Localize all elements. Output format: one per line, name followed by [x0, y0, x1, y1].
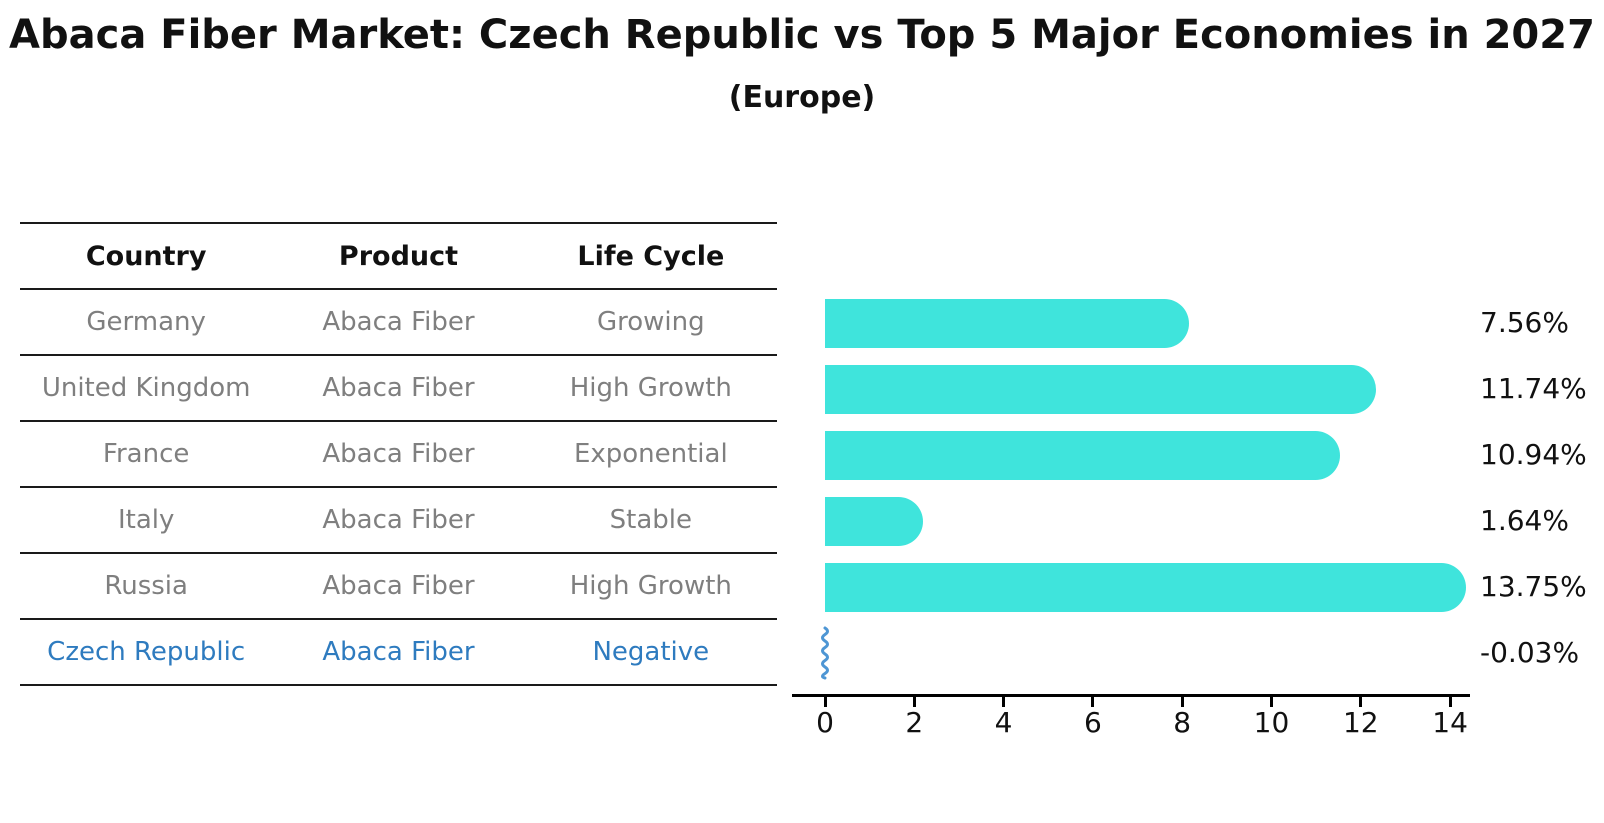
cell-product: Abaca Fiber [322, 439, 475, 469]
bar-italy [825, 496, 924, 546]
cell-lifecycle: Exponential [573, 439, 728, 469]
cell-lifecycle: High Growth [569, 571, 732, 601]
cell-lifecycle: Negative [592, 637, 710, 667]
cell-product: Abaca Fiber [322, 571, 475, 601]
cell-lifecycle: Growing [596, 307, 705, 337]
cell-country: Russia [104, 571, 188, 601]
value-label: 1.64% [1480, 504, 1569, 537]
cell-country: Germany [86, 307, 206, 337]
x-tick-label: 4 [994, 706, 1013, 739]
cell-lifecycle: High Growth [569, 373, 732, 403]
x-axis-line [792, 694, 1470, 697]
bar-row: 10.94% [825, 422, 1604, 488]
x-tick [1091, 697, 1095, 707]
bar-row: -0.03% [821, 620, 1604, 686]
x-axis: 0 2 4 6 8 10 12 14 [792, 694, 1482, 754]
x-tick-label: 12 [1342, 706, 1379, 739]
x-tick [912, 697, 916, 707]
bar-row: 7.56% [825, 290, 1604, 356]
x-tick-label: 6 [1083, 706, 1102, 739]
x-tick [1448, 697, 1452, 707]
x-tick-label: 10 [1253, 706, 1290, 739]
cell-product: Abaca Fiber [322, 637, 475, 667]
bar-united-kingdom [825, 364, 1376, 414]
table-row-france: France Abaca Fiber Exponential [20, 422, 777, 488]
x-tick-label: 14 [1432, 706, 1468, 739]
x-tick [823, 697, 827, 707]
cell-country: Czech Republic [47, 637, 246, 667]
x-tick [1002, 697, 1006, 707]
x-tick-label: 0 [816, 706, 834, 739]
cell-country: United Kingdom [41, 373, 251, 403]
table-row-united-kingdom: United Kingdom Abaca Fiber High Growth [20, 356, 777, 422]
x-tick-label: 2 [905, 706, 924, 739]
bar-row: 11.74% [825, 356, 1604, 422]
bar-row: 13.75% [825, 554, 1604, 620]
x-tick [1180, 697, 1184, 707]
value-label: 7.56% [1480, 306, 1569, 339]
col-header-lifecycle: Life Cycle [577, 240, 725, 272]
cell-product: Abaca Fiber [322, 373, 475, 403]
cell-product: Abaca Fiber [322, 505, 475, 535]
chart-title: Abaca Fiber Market: Czech Republic vs To… [9, 12, 1595, 58]
bar-germany [825, 298, 1189, 348]
value-label: 13.75% [1480, 570, 1587, 603]
cell-product: Abaca Fiber [322, 307, 475, 337]
x-tick-label: 8 [1173, 706, 1192, 739]
cell-country: Italy [117, 505, 175, 535]
table-header-row: Country Product Life Cycle [20, 224, 777, 290]
x-tick [1359, 697, 1363, 707]
bar-row: 1.64% [825, 488, 1604, 554]
cell-lifecycle: Stable [609, 505, 692, 535]
table-row-germany: Germany Abaca Fiber Growing [20, 290, 777, 356]
table-row-czech-republic: Czech Republic Abaca Fiber Negative [20, 620, 777, 686]
value-label: 10.94% [1480, 438, 1587, 471]
chart-subtitle: (Europe) [728, 80, 876, 115]
table-row-italy: Italy Abaca Fiber Stable [20, 488, 777, 554]
col-header-country: Country [85, 240, 207, 272]
bar-russia [825, 562, 1466, 612]
x-tick [1270, 697, 1273, 707]
value-label: -0.03% [1480, 636, 1580, 669]
value-label: 11.74% [1480, 372, 1587, 405]
bar-chart: 7.56% 11.74% 10.94% 1.64% 13.75% -0.03% [821, 290, 1604, 686]
col-header-product: Product [338, 240, 459, 272]
negative-value-squiggle-icon [821, 626, 829, 680]
bar-france [825, 430, 1341, 480]
cell-country: France [102, 439, 190, 469]
table-row-russia: Russia Abaca Fiber High Growth [20, 554, 777, 620]
country-table: Country Product Life Cycle Germany Abaca… [20, 222, 777, 686]
